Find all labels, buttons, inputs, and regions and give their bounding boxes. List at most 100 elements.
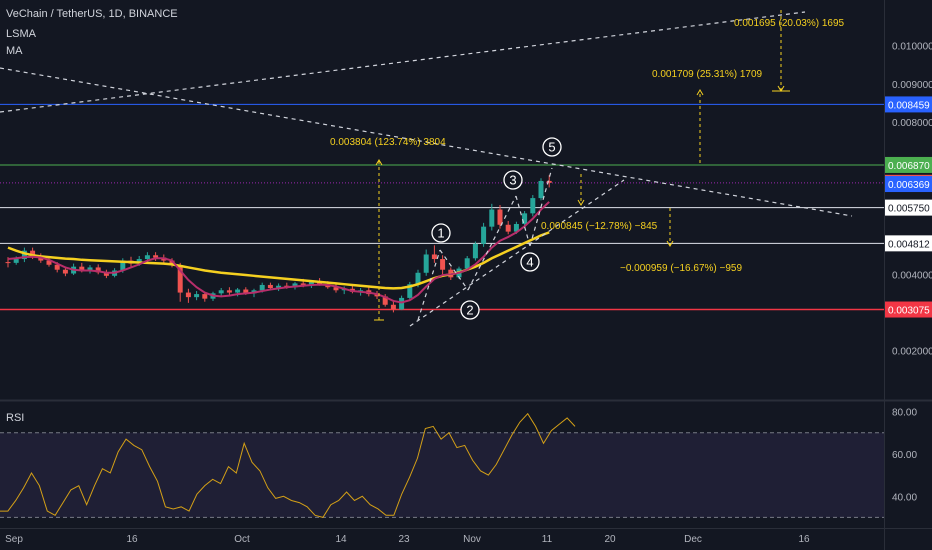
candle-body	[87, 267, 93, 271]
price-tick-label: 0.010000	[892, 42, 932, 53]
candle-body	[530, 198, 536, 214]
price-label-text: 0.003075	[888, 306, 930, 317]
candle-body	[440, 259, 446, 270]
wave-marker-circle	[503, 170, 523, 190]
candle-body	[505, 224, 511, 232]
candle-body	[62, 269, 68, 274]
candle-body	[95, 267, 101, 273]
price-tick-label: 0.002000	[892, 346, 932, 357]
wave-marker-label: 5	[548, 140, 555, 155]
candle-body	[546, 180, 552, 183]
wave-marker-label: 4	[526, 255, 533, 270]
symbol-title[interactable]: VeChain / TetherUS, 1D, BINANCE	[6, 8, 178, 20]
price-label-box	[885, 301, 932, 318]
price-label-box	[885, 199, 932, 216]
candle-body	[21, 250, 27, 260]
candle-body	[13, 259, 19, 263]
candle-body	[259, 284, 265, 291]
candle-body	[226, 290, 232, 293]
wave-leg	[467, 195, 517, 291]
time-tick-label: Oct	[234, 534, 250, 545]
rsi-tick-label: 40.00	[892, 492, 917, 503]
candle-body	[153, 255, 159, 258]
time-tick-label: 11	[542, 534, 553, 545]
price-tick-label: 0.008000	[892, 118, 932, 129]
candle-body	[243, 289, 249, 294]
candle-body	[30, 250, 36, 256]
wave-marker-label: 2	[466, 303, 473, 318]
candle-body	[472, 243, 478, 259]
wave-leg	[529, 167, 553, 247]
rsi-tick-label: 80.00	[892, 408, 917, 419]
candle-body	[267, 284, 273, 288]
candle-body	[185, 292, 191, 298]
wave-marker-label: 3	[509, 173, 516, 188]
wave-marker-circle	[520, 252, 540, 272]
time-tick-label: 16	[126, 534, 138, 545]
time-tick-label: Nov	[463, 534, 481, 545]
wave-marker-circle	[542, 137, 562, 157]
candle-body	[202, 294, 208, 299]
candle-body	[374, 294, 380, 297]
price-axis-panel	[884, 0, 932, 550]
candle-body	[5, 262, 11, 264]
time-tick-label: 14	[335, 534, 347, 545]
rsi-line	[0, 412, 576, 518]
measure-arrow-arrow	[375, 159, 383, 166]
time-tick-label: 20	[604, 534, 616, 545]
candle-body	[300, 283, 306, 285]
wave-marker-label: 1	[437, 226, 444, 241]
indicator-ma[interactable]: MA	[6, 45, 23, 57]
candle-body	[390, 304, 396, 310]
candle-body	[308, 281, 314, 285]
time-tick-label: 16	[798, 534, 810, 545]
wave-marker-circle	[460, 300, 480, 320]
time-tick-label: Dec	[684, 534, 702, 545]
measure-arrow-arrow	[577, 199, 585, 206]
measure-label: 0.001695 (20.03%) 1695	[734, 18, 845, 29]
candle-body	[382, 296, 388, 305]
candle-body	[292, 283, 298, 288]
price-label-text: 0.006870	[888, 161, 930, 172]
rsi-pane[interactable]	[0, 412, 884, 518]
ascending-trendline	[0, 11, 806, 113]
indicator-lsma[interactable]: LSMA	[6, 28, 36, 40]
candle-body	[522, 213, 528, 224]
measure-label: 0.000845 (−12.78%) −845	[541, 221, 658, 232]
candle-body	[194, 294, 200, 298]
rsi-label[interactable]: RSI	[6, 412, 25, 424]
time-tick-label: Sep	[5, 534, 23, 545]
measure-label: 0.001709 (25.31%) 1709	[652, 69, 763, 80]
measure-label: 0.003804 (123.74%) 3804	[330, 137, 446, 148]
candle-body	[431, 254, 437, 260]
candle-body	[54, 264, 60, 270]
price-label-box	[885, 96, 932, 113]
price-label-box	[885, 156, 932, 173]
measure-arrow-arrow	[666, 240, 674, 247]
candle-body	[79, 266, 85, 271]
candle-body	[464, 258, 470, 269]
price-label-text: 0.006369	[888, 180, 930, 191]
price-pane[interactable]	[0, 103, 884, 313]
price-label-text: 0.005750	[888, 204, 930, 215]
rsi-tick-label: 60.00	[892, 450, 917, 461]
candle-body	[235, 289, 241, 293]
price-label-box	[885, 176, 932, 193]
wave-leg	[439, 249, 469, 291]
candle-body	[399, 297, 405, 310]
candle-body	[144, 255, 150, 260]
candle-body	[333, 287, 339, 291]
candle-body	[103, 272, 109, 276]
measure-arrow-arrow	[696, 89, 704, 96]
price-tick-label: 0.009000	[892, 80, 932, 91]
drawing-overlays[interactable]: 0.003804 (123.74%) 3804 0.001709 (25.31%)…	[0, 10, 853, 327]
candle-body	[513, 224, 519, 232]
wedge-lower-line	[409, 179, 625, 327]
candle-body	[120, 260, 126, 271]
measure-label: −0.000959 (−16.67%) −959	[620, 263, 742, 274]
wave-leg	[515, 195, 531, 247]
price-label-text: 0.008459	[888, 100, 930, 111]
wave-marker-circle	[431, 223, 451, 243]
candle-body	[276, 285, 282, 288]
